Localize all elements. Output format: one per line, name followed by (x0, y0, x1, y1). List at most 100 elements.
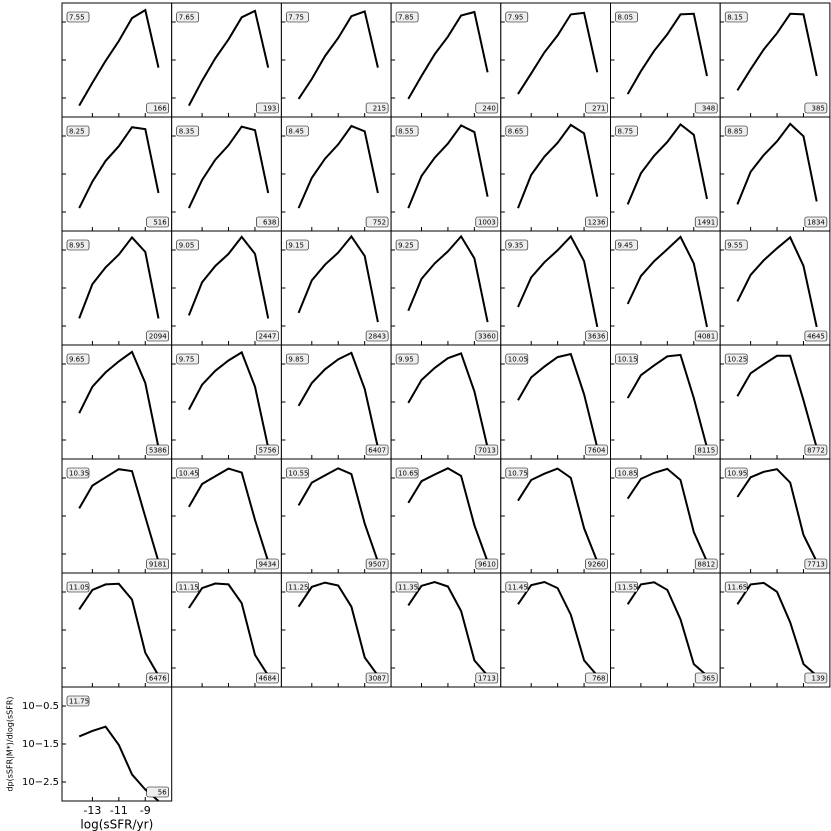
count-label: 348 (702, 105, 715, 113)
mass-label-box (505, 581, 529, 593)
count-label: 193 (263, 105, 276, 113)
mass-label: 10.15 (618, 356, 638, 364)
fit-line (626, 235, 708, 328)
mass-label-box (176, 353, 199, 365)
fit-line (736, 354, 818, 448)
fit-line (187, 125, 270, 209)
count-label-box (804, 558, 828, 570)
mass-label-box (505, 467, 529, 479)
mass-label: 7.55 (69, 14, 85, 22)
count-label-box (475, 672, 499, 684)
mass-label: 10.55 (288, 470, 308, 478)
mass-label-box (66, 695, 90, 707)
mass-label: 9.75 (179, 356, 195, 364)
fit-line (188, 467, 270, 562)
mass-label: 8.65 (508, 128, 524, 136)
count-label: 166 (153, 105, 167, 113)
count-label-box (146, 672, 169, 684)
count-label-box (146, 330, 169, 342)
fit-line (78, 235, 160, 319)
count-label: 4684 (259, 675, 277, 683)
count-label-box (146, 102, 169, 114)
mass-label: 11.15 (179, 584, 199, 592)
count-label-box (694, 102, 718, 114)
mass-label-box (66, 125, 90, 137)
count-label: 9434 (259, 561, 277, 569)
count-label: 7713 (807, 561, 825, 569)
fit-line (517, 234, 599, 328)
count-label: 139 (812, 675, 825, 683)
count-label-box (256, 672, 279, 684)
mass-label: 11.45 (508, 584, 528, 592)
fit-line (736, 235, 818, 328)
mass-label: 10.05 (508, 356, 528, 364)
mass-label-box (286, 125, 309, 137)
mass-label: 9.25 (398, 242, 414, 250)
mass-label: 7.95 (508, 14, 524, 22)
fit-line (297, 10, 379, 100)
fit-line (78, 126, 160, 209)
mass-label: 10.65 (398, 470, 418, 478)
count-label-box (146, 216, 169, 228)
count-label-box (694, 330, 718, 342)
count-label: 240 (482, 105, 495, 113)
count-label: 8812 (697, 561, 715, 569)
fit-line (736, 468, 818, 563)
count-label: 9507 (368, 561, 386, 569)
mass-label: 8.75 (618, 128, 634, 136)
fit-line (297, 124, 379, 209)
mass-label: 8.95 (69, 242, 85, 250)
fit-line (297, 467, 379, 562)
mass-label-box (286, 353, 309, 365)
count-label-box (365, 330, 389, 342)
count-label-box (694, 672, 718, 684)
mass-label-box (615, 581, 638, 593)
mass-label: 8.05 (618, 14, 634, 22)
mass-label-box (395, 581, 419, 593)
mass-label: 8.15 (727, 14, 743, 22)
fit-line (407, 124, 489, 209)
mass-label-box (615, 353, 638, 365)
count-label: 768 (592, 675, 605, 683)
mass-label: 9.05 (179, 242, 195, 250)
count-label-box (585, 558, 608, 570)
mass-label-box (176, 239, 199, 251)
mass-label: 8.45 (288, 128, 304, 136)
count-label-box (585, 102, 608, 114)
fit-line (407, 352, 489, 448)
count-label: 3087 (368, 675, 386, 683)
count-label: 9181 (149, 561, 167, 569)
count-label-box (256, 444, 279, 456)
fit-line (78, 582, 160, 677)
count-label-box (694, 444, 718, 456)
mass-label-box (505, 353, 529, 365)
mass-label-box (395, 239, 419, 251)
mass-label-box (66, 467, 90, 479)
mass-label: 8.25 (69, 128, 85, 136)
mass-label: 9.65 (69, 356, 85, 364)
mass-label: 9.15 (288, 242, 304, 250)
count-label-box (365, 444, 389, 456)
count-label-box (585, 672, 608, 684)
count-label-box (475, 558, 499, 570)
fit-line (78, 468, 160, 562)
mass-label-box (395, 467, 419, 479)
count-label-box (365, 216, 389, 228)
mass-label: 7.65 (179, 14, 195, 22)
count-label: 1713 (478, 675, 496, 683)
mass-label-box (395, 125, 419, 137)
mass-label: 11.35 (398, 584, 418, 592)
count-label-box (365, 672, 389, 684)
fit-line (407, 10, 489, 100)
y-axis-label: dp(sSFR|M*)/dlog(sSFR) (6, 696, 15, 791)
mass-label-box (66, 581, 90, 593)
count-label: 1236 (588, 219, 606, 227)
fit-line (517, 467, 599, 562)
fit-line (297, 234, 379, 323)
mass-label-box (286, 581, 309, 593)
mass-label: 10.45 (179, 470, 199, 478)
count-label: 4645 (807, 333, 825, 341)
count-label-box (475, 216, 499, 228)
count-label: 385 (812, 105, 825, 113)
count-label-box (585, 216, 608, 228)
